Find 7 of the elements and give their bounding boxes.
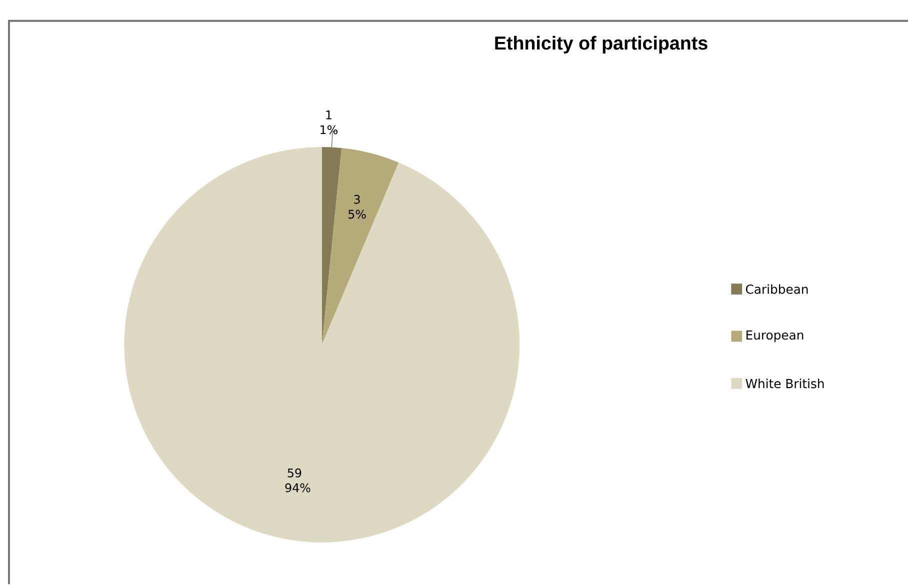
chart-title: Ethnicity of participants	[495, 36, 708, 54]
data-label: 1 1%	[320, 110, 338, 134]
legend-label: White British	[746, 378, 824, 388]
legend-label: Caribbean	[746, 284, 808, 294]
legend-label: European	[746, 330, 804, 342]
data-label: 59 94%	[285, 468, 310, 492]
data-label: 3 5%	[348, 194, 366, 219]
